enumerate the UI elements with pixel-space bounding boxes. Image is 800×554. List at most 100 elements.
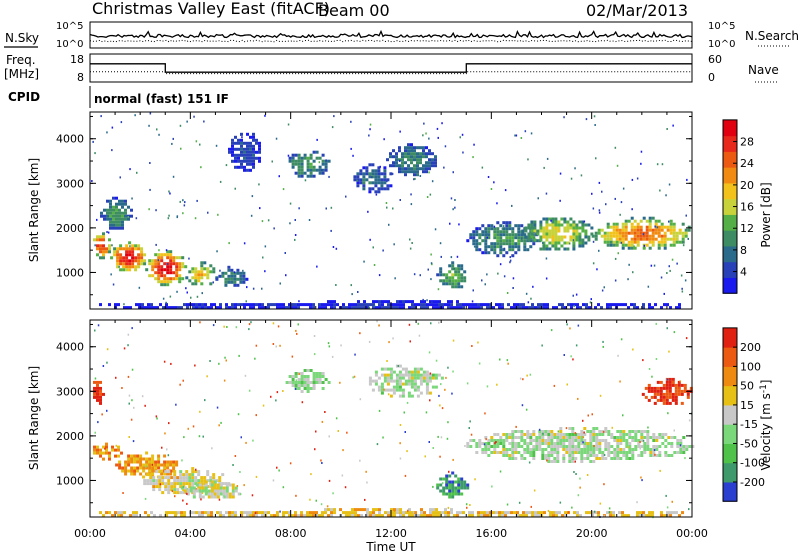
- heatmap-speckle: [570, 457, 573, 459]
- heatmap-cell: [234, 153, 237, 157]
- heatmap-cell: [496, 245, 500, 249]
- heatmap-cell: [142, 457, 146, 461]
- heatmap-cell: [119, 247, 123, 251]
- heatmap-cell: [451, 273, 455, 277]
- heatmap-speckle: [628, 263, 630, 266]
- heatmap-cell: [606, 234, 610, 238]
- heatmap-cell: [554, 217, 558, 221]
- heatmap-speckle: [667, 378, 669, 381]
- heatmap-speckle: [356, 179, 359, 182]
- heatmap-cell: [141, 306, 144, 310]
- time-axis-labels: 00:00 04:00 08:00 12:00 16:00 20:00 00:00: [74, 527, 708, 540]
- heatmap-cell: [496, 451, 500, 454]
- heatmap-cell: [588, 511, 591, 515]
- heatmap-cell: [404, 149, 407, 153]
- heatmap-cell: [580, 439, 584, 442]
- heatmap-cell: [378, 514, 381, 518]
- heatmap-cell: [478, 236, 482, 240]
- heatmap-speckle: [572, 294, 574, 297]
- heatmap-cell: [351, 514, 354, 518]
- heatmap-cell: [136, 457, 140, 461]
- heatmap-cell: [395, 385, 399, 389]
- heatmap-cell: [315, 372, 319, 375]
- heatmap-cell: [651, 216, 655, 220]
- heatmap-cell: [354, 508, 357, 512]
- heatmap-cell: [648, 228, 652, 232]
- heatmap-cell: [411, 511, 414, 515]
- heatmap-speckle: [391, 172, 394, 175]
- heatmap-cell: [408, 508, 411, 512]
- heatmap-cell: [410, 385, 414, 389]
- heatmap-cell: [261, 514, 264, 518]
- heatmap-speckle: [426, 196, 429, 198]
- heatmap-cell: [508, 236, 512, 240]
- heatmap-cell: [516, 306, 519, 310]
- heatmap-cell: [246, 162, 249, 166]
- heatmap-cell: [219, 492, 223, 496]
- heatmap-cell: [124, 472, 128, 476]
- heatmap-speckle: [582, 436, 585, 439]
- heatmap-cell: [609, 303, 612, 307]
- heatmap-speckle: [262, 256, 264, 259]
- heatmap-speckle: [186, 492, 188, 495]
- heatmap-speckle: [499, 470, 502, 473]
- heatmap-cell: [158, 470, 162, 474]
- heatmap-cell: [157, 463, 161, 467]
- heatmap-cell: [106, 214, 109, 218]
- heatmap-cell: [231, 483, 235, 487]
- heatmap-speckle: [166, 448, 168, 451]
- heatmap-speckle: [149, 162, 151, 164]
- heatmap-cell: [538, 436, 542, 439]
- heatmap-cell: [236, 283, 240, 287]
- heatmap-cell: [654, 231, 658, 235]
- heatmap-cell: [245, 277, 249, 281]
- heatmap-cell: [654, 222, 658, 226]
- heatmap-cell: [654, 219, 658, 223]
- heatmap-cell: [606, 222, 610, 226]
- heatmap-cell: [137, 244, 141, 248]
- heatmap-speckle: [91, 180, 93, 182]
- heatmap-cell: [649, 436, 653, 439]
- heatmap-speckle: [320, 503, 323, 506]
- heatmap-speckle: [287, 123, 290, 126]
- heatmap-cell: [246, 141, 249, 145]
- heatmap-speckle: [533, 489, 536, 492]
- heatmap-speckle: [106, 409, 108, 412]
- heatmap-cell: [647, 389, 651, 393]
- nave-label: Nave: [748, 63, 779, 77]
- heatmap-cell: [637, 454, 641, 457]
- heatmap-speckle: [506, 359, 509, 362]
- heatmap-speckle: [617, 354, 619, 357]
- heatmap-speckle: [441, 122, 443, 125]
- heatmap-cell: [209, 270, 213, 274]
- heatmap-cell: [595, 448, 599, 451]
- heatmap-cell: [490, 445, 494, 448]
- heatmap-cell: [429, 514, 432, 518]
- x-tick-label: 12:00: [375, 527, 407, 540]
- heatmap-speckle: [429, 399, 431, 402]
- colorbar-segment: [723, 261, 737, 278]
- heatmap-cell: [508, 224, 512, 228]
- heatmap-cell: [395, 376, 399, 380]
- heatmap-speckle: [430, 322, 432, 325]
- heatmap-cell: [426, 514, 429, 518]
- heatmap-cell: [554, 223, 558, 227]
- heatmap-cell: [237, 138, 240, 142]
- heatmap-cell: [102, 238, 105, 242]
- heatmap-cell: [595, 454, 599, 457]
- heatmap-cell: [198, 303, 201, 307]
- heatmap-cell: [96, 380, 99, 384]
- heatmap-cell: [591, 511, 594, 515]
- heatmap-cell: [392, 161, 395, 165]
- heatmap-cell: [616, 445, 620, 448]
- heatmap-cell: [243, 306, 246, 310]
- heatmap-cell: [157, 268, 161, 272]
- heatmap-cell: [291, 381, 295, 384]
- heatmap-cell: [436, 483, 440, 487]
- heatmap-cell: [103, 217, 106, 221]
- heatmap-cell: [120, 451, 123, 455]
- heatmap-cell: [661, 442, 665, 445]
- heatmap-cell: [544, 454, 548, 457]
- heatmap-cell: [165, 303, 168, 307]
- heatmap-cell: [561, 306, 564, 310]
